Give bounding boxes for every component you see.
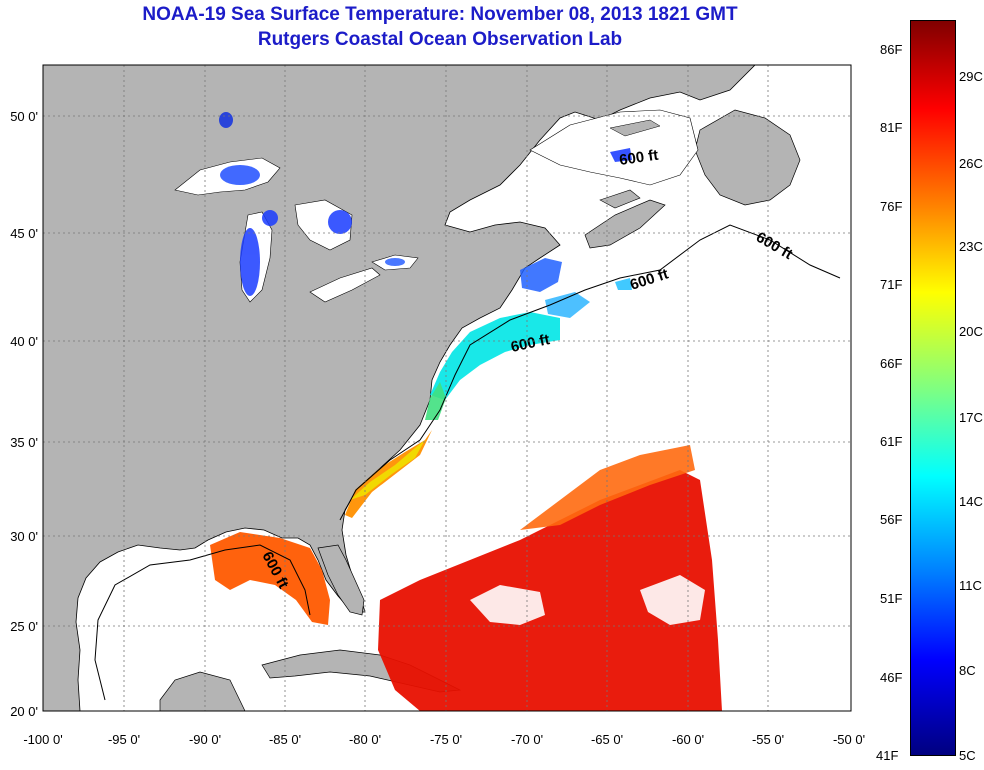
- latitude-label: 50 0': [10, 109, 38, 124]
- sst-gulf-stream-yellow: [350, 440, 425, 500]
- lake-erie: [309, 267, 381, 303]
- land-yucatan: [159, 671, 246, 711]
- longitude-label: -50 0': [833, 732, 865, 747]
- colorbar-f-label: 56F: [880, 512, 903, 527]
- colorbar-f-label: 81F: [880, 120, 903, 135]
- sst-gulf-of-mexico: [210, 532, 330, 625]
- land-newfoundland: [694, 109, 801, 206]
- latitude-labels: 50 0' 45 0' 40 0' 35 0' 30 0' 25 0' 20 0': [10, 109, 38, 719]
- longitude-label: -85 0': [269, 732, 301, 747]
- map-title: NOAA-19 Sea Surface Temperature: Novembe…: [142, 4, 738, 25]
- land-florida: [317, 544, 365, 616]
- contour-600ft: [339, 224, 841, 521]
- colorbar-f-label: 76F: [880, 199, 903, 214]
- contour-600ft-gulf: [94, 544, 311, 701]
- sst-atlantic-orange: [520, 445, 695, 530]
- colorbar-c-label: 17C: [959, 410, 983, 425]
- anticosti-island: [609, 119, 661, 137]
- latitude-label: 35 0': [10, 435, 38, 450]
- land-nova-scotia: [584, 199, 666, 249]
- plot-frame: [42, 64, 852, 712]
- longitude-labels: -100 0' -95 0' -90 0' -85 0' -80 0' -75 0' -70…: [23, 732, 865, 747]
- sst-scotian-cyan: [615, 278, 632, 290]
- sst-sargasso-red: [378, 470, 722, 711]
- sst-georges-bank: [545, 292, 590, 318]
- land-north-america: [43, 65, 756, 711]
- colorbar-c-label: 5C: [959, 748, 976, 763]
- longitude-label: -75 0': [430, 732, 462, 747]
- cloud-atlantic: [470, 585, 545, 625]
- colorbar-c-label: 23C: [959, 239, 983, 254]
- colorbar-f-label: 61F: [880, 434, 903, 449]
- contour-label-1: 600 ft: [618, 147, 659, 169]
- colorbar-f-label: 51F: [880, 591, 903, 606]
- sst-gulf-of-maine: [520, 258, 562, 292]
- longitude-label: -65 0': [591, 732, 623, 747]
- colorbar-c-label: 29C: [959, 69, 983, 84]
- latitude-label: 40 0': [10, 334, 38, 349]
- latitude-label: 20 0': [10, 704, 38, 719]
- colorbar-c-label: 14C: [959, 494, 983, 509]
- longitude-label: -70 0': [511, 732, 543, 747]
- latitude-label: 25 0': [10, 619, 38, 634]
- sst-mid-atlantic: [430, 312, 560, 400]
- longitude-label: -90 0': [189, 732, 221, 747]
- colorbar-c-label: 26C: [959, 156, 983, 171]
- colorbar-c-label: 8C: [959, 663, 976, 678]
- latitude-label: 45 0': [10, 226, 38, 241]
- longitude-label: -60 0': [672, 732, 704, 747]
- colorbar: [910, 20, 956, 756]
- longitude-label: -80 0': [349, 732, 381, 747]
- longitude-label: -95 0': [108, 732, 140, 747]
- cloud-atlantic-2: [640, 575, 705, 625]
- colorbar-f-label: 41F: [876, 748, 899, 763]
- colorbar-f-label: 71F: [880, 277, 903, 292]
- sst-chesapeake-green: [425, 382, 446, 420]
- colorbar-f-label: 66F: [880, 356, 903, 371]
- map-subtitle: Rutgers Coastal Ocean Observation Lab: [257, 29, 623, 50]
- gulf-st-lawrence: [529, 109, 699, 186]
- sst-st-lawrence-blue: [610, 148, 632, 162]
- latitude-label: 30 0': [10, 529, 38, 544]
- colorbar-f-label: 86F: [880, 42, 903, 57]
- land-pei: [599, 189, 641, 209]
- colorbar-f-label: 46F: [880, 670, 903, 685]
- colorbar-c-label: 20C: [959, 324, 983, 339]
- longitude-label: -55 0': [752, 732, 784, 747]
- colorbar-c-label: 11C: [959, 578, 982, 593]
- longitude-label: -100 0': [23, 732, 62, 747]
